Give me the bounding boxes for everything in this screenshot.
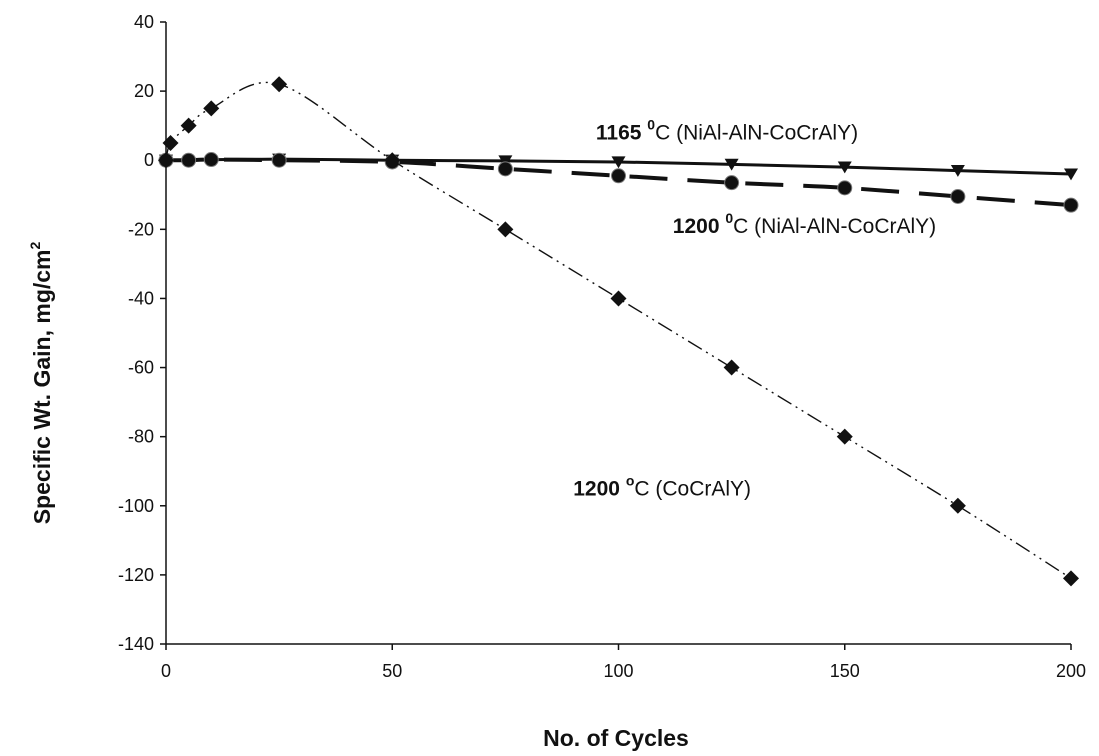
data-point (723, 359, 740, 376)
data-point (949, 497, 966, 514)
x-tick-label: 50 (382, 661, 402, 681)
data-point (610, 290, 627, 307)
data-point (203, 100, 220, 117)
annotation-degree: 0 (647, 116, 655, 132)
data-point (950, 189, 966, 205)
data-point (180, 117, 197, 134)
series-annotation: 1200 oC (CoCrAlY) (573, 472, 751, 500)
annotation-label: C (NiAl-AlN-CoCrAlY) (655, 121, 858, 144)
y-axis-title: Specific Wt. Gain, mg/cm2 (27, 242, 55, 525)
data-point (203, 152, 219, 168)
x-tick-label: 100 (603, 661, 633, 681)
data-point (611, 168, 626, 184)
data-point (837, 180, 853, 196)
data-point (1063, 197, 1079, 213)
data-point (384, 152, 401, 169)
y-tick-label: 40 (134, 12, 154, 32)
y-tick-label: -40 (128, 288, 154, 308)
series-annotation: 1165 0C (NiAl-AlN-CoCrAlY) (596, 116, 858, 144)
y-tick-label: -140 (118, 634, 154, 654)
y-tick-label: -120 (118, 565, 154, 585)
x-tick-label: 200 (1056, 661, 1086, 681)
series-diamond (158, 76, 1079, 587)
x-tick-label: 0 (161, 661, 171, 681)
data-point (498, 155, 513, 168)
data-point (724, 158, 739, 171)
annotation-temp: 1200 (573, 477, 626, 500)
annotation-label: C (NiAl-AlN-CoCrAlY) (733, 215, 936, 238)
data-point (158, 152, 174, 169)
data-point (950, 164, 965, 177)
data-point (1064, 168, 1078, 181)
y-tick-label: 20 (134, 81, 154, 101)
annotation-temp: 1165 (596, 121, 647, 144)
y-tick-label: -20 (128, 219, 154, 239)
series-line (165, 157, 1072, 208)
data-point (181, 152, 197, 168)
series-annotation: 1200 0C (NiAl-AlN-CoCrAlY) (673, 210, 936, 238)
data-point (611, 156, 626, 169)
annotation-temp: 1200 (673, 215, 726, 238)
y-tick-label: -60 (128, 358, 154, 378)
y-axis-title-sup: 2 (27, 242, 43, 250)
data-point (271, 76, 288, 93)
annotation-label: C (CoCrAlY) (634, 477, 751, 500)
annotation-degree: 0 (725, 210, 733, 226)
y-tick-label: 0 (144, 150, 154, 170)
data-point (724, 175, 740, 191)
data-point (271, 152, 287, 168)
series-layer (158, 76, 1079, 587)
data-point (837, 161, 852, 174)
annotation-degree: o (626, 472, 635, 488)
data-point (162, 134, 179, 151)
series-line (165, 81, 1072, 579)
data-point (1063, 570, 1079, 587)
data-point (497, 161, 513, 177)
data-point (497, 221, 514, 238)
x-axis-title: No. of Cycles (543, 725, 689, 751)
annotations: 1165 0C (NiAl-AlN-CoCrAlY)1200 0C (NiAl-… (573, 116, 936, 500)
x-tick-label: 150 (830, 661, 860, 681)
data-point (836, 428, 853, 445)
y-axis-title-text: Specific Wt. Gain, mg/cm (29, 250, 55, 525)
y-tick-label: -100 (118, 496, 154, 516)
y-tick-label: -80 (128, 427, 154, 447)
